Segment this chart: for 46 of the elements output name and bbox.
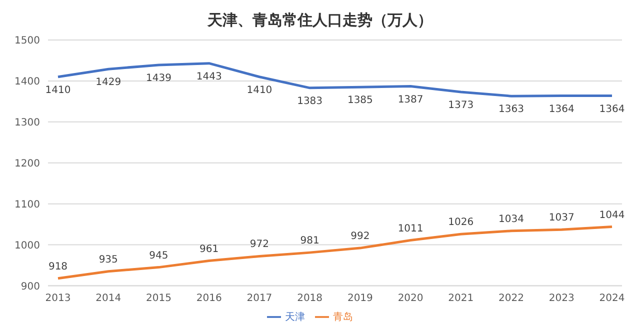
data-label: 945 (149, 250, 168, 262)
y-tick-label: 1000 (14, 240, 40, 252)
data-label: 1037 (548, 212, 574, 224)
chart-title: 天津、青岛常住人口走势（万人） (206, 10, 434, 31)
data-label: 1383 (297, 96, 323, 108)
x-tick-label: 2014 (96, 292, 122, 304)
data-label: 1429 (96, 77, 122, 88)
data-label: 1026 (448, 217, 474, 228)
x-tick-label: 2024 (599, 292, 625, 304)
legend-label: 天津 (285, 312, 305, 323)
data-label: 1034 (498, 214, 524, 225)
x-tick-label: 2013 (45, 292, 71, 304)
x-tick-label: 2021 (448, 292, 474, 304)
y-tick-label: 1500 (14, 36, 40, 47)
data-label: 1011 (398, 223, 424, 234)
data-label: 972 (250, 239, 269, 250)
data-label: 992 (350, 231, 370, 242)
y-tick-label: 1100 (14, 199, 40, 210)
data-label: 1410 (246, 84, 272, 96)
x-tick-label: 2019 (347, 292, 373, 304)
data-label: 1439 (146, 73, 172, 84)
data-label: 1387 (398, 94, 424, 106)
y-tick-label: 900 (20, 281, 40, 292)
data-label: 1443 (196, 71, 222, 82)
x-tick-label: 2023 (548, 292, 574, 304)
y-tick-label: 1400 (14, 76, 40, 88)
y-tick-label: 1300 (14, 117, 40, 128)
legend-label: 青岛 (333, 312, 353, 323)
data-label: 1410 (45, 84, 71, 96)
data-label: 981 (300, 236, 320, 247)
data-label: 1385 (347, 95, 373, 106)
data-label: 935 (98, 254, 118, 266)
data-label: 961 (200, 244, 219, 255)
x-tick-label: 2022 (498, 292, 524, 304)
x-tick-label: 2018 (297, 292, 323, 304)
x-tick-label: 2020 (398, 292, 424, 304)
data-label: 1363 (498, 104, 524, 116)
data-label: 1364 (599, 104, 625, 115)
data-label: 1044 (599, 210, 625, 221)
data-label: 918 (48, 261, 68, 272)
x-tick-label: 2016 (196, 292, 222, 304)
x-tick-label: 2015 (146, 292, 172, 304)
y-tick-label: 1200 (14, 158, 40, 170)
data-label: 1373 (448, 100, 474, 112)
x-tick-label: 2017 (246, 292, 272, 304)
data-label: 1364 (548, 104, 574, 115)
